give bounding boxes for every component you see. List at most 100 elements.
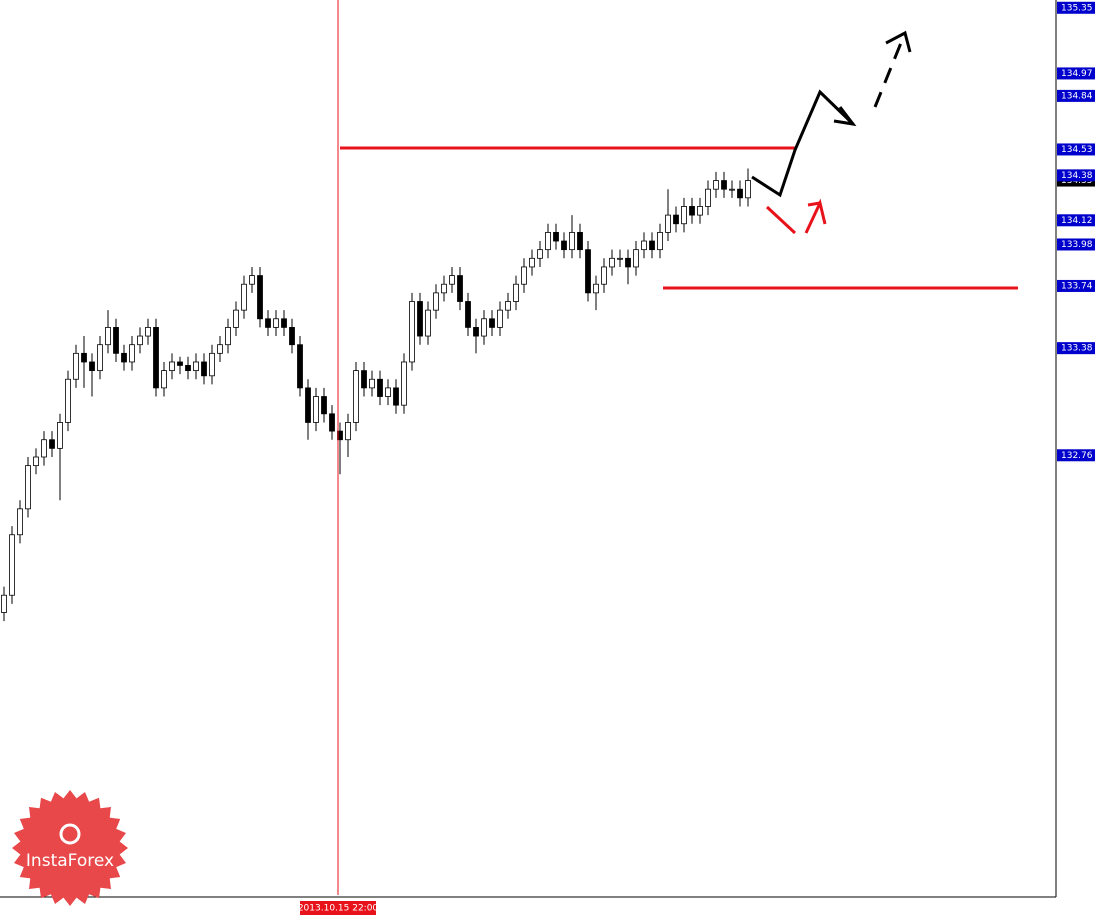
logo-icon — [59, 823, 81, 845]
level-label: 134.84 — [1061, 91, 1093, 101]
candle-body — [249, 275, 255, 285]
level-label: 134.97 — [1061, 69, 1093, 79]
logo: InstaForex — [12, 790, 128, 906]
candle-body — [553, 231, 559, 242]
candle-body — [505, 301, 511, 311]
candles — [1, 168, 751, 622]
candle-body — [185, 365, 191, 372]
candle-body — [145, 327, 151, 337]
candle-body — [161, 370, 167, 389]
candle-body — [713, 180, 719, 190]
level-label-box — [1057, 169, 1095, 182]
candle-body — [609, 257, 615, 268]
candle-body — [273, 318, 279, 328]
candle-body — [705, 188, 711, 207]
candle-body — [105, 327, 111, 346]
candle-body — [241, 283, 247, 311]
candle-body — [513, 283, 519, 302]
cursor: 2013.10.15 22:00 — [298, 0, 378, 915]
forecast-arrow — [751, 89, 855, 198]
candle-body — [521, 266, 527, 285]
candle-body — [9, 534, 15, 596]
candle-body — [57, 422, 63, 449]
candle-body — [169, 361, 175, 372]
level-label-box — [1057, 214, 1095, 227]
candle-body — [441, 283, 447, 294]
candle-body — [225, 327, 231, 346]
level-label: 133.38 — [1061, 344, 1093, 354]
candle-body — [1, 594, 7, 613]
candle-body — [529, 257, 535, 268]
candle-body — [737, 188, 743, 199]
candle-body — [689, 206, 695, 216]
candle-body — [297, 344, 303, 389]
candle-body — [681, 206, 687, 225]
arrow-head — [885, 30, 912, 53]
level-label: 134.12 — [1061, 216, 1093, 226]
candle-body — [497, 309, 503, 328]
candle-body — [601, 266, 607, 285]
annotations — [340, 30, 1018, 290]
candle-body — [201, 361, 207, 377]
level-label-box — [1057, 67, 1095, 80]
candle-body — [73, 352, 79, 380]
candle-body — [729, 188, 735, 191]
candle-body — [49, 439, 55, 449]
candle-body — [401, 361, 407, 406]
candle-body — [393, 387, 399, 406]
candle-body — [265, 318, 271, 328]
candle-body — [537, 249, 543, 259]
candle-body — [209, 352, 215, 377]
level-label-box — [1057, 238, 1095, 251]
candle-body — [25, 465, 31, 510]
candle-body — [657, 231, 663, 251]
candle-body — [33, 456, 39, 467]
candle-body — [625, 257, 631, 268]
level-label: 135.35 — [1061, 3, 1093, 13]
candle-body — [345, 422, 351, 441]
candle-body — [633, 249, 639, 268]
level-label: 134.38 — [1061, 171, 1093, 181]
candle-body — [313, 396, 319, 423]
level-label-box — [1057, 143, 1095, 156]
candle-body — [721, 180, 727, 190]
candle-body — [409, 301, 415, 363]
candle-body — [121, 352, 127, 363]
candle-body — [641, 240, 647, 251]
cursor-box — [300, 901, 376, 915]
candle-body — [449, 275, 455, 285]
level-label: 133.98 — [1061, 240, 1093, 250]
level-label: 132.76 — [1061, 451, 1093, 461]
candle-body — [465, 301, 471, 328]
candle-body — [433, 292, 439, 311]
level-label: 134.53 — [1061, 145, 1093, 155]
candle-body — [81, 352, 87, 363]
y-axis-labels: 134.35135.35134.97134.84134.53134.38134.… — [1057, 1, 1095, 462]
candle-body — [673, 214, 679, 225]
level-label-box — [1057, 342, 1095, 355]
candle-body — [129, 344, 135, 363]
candle-body — [41, 439, 47, 458]
candle-body — [697, 206, 703, 216]
forecast-dashed — [873, 32, 907, 108]
level-label: 133.74 — [1061, 281, 1093, 291]
candle-body — [417, 301, 423, 337]
level-label-box — [1057, 449, 1095, 462]
arrow-head — [807, 201, 821, 207]
candle-body — [585, 249, 591, 294]
candle-body — [97, 344, 103, 372]
candle-body — [489, 318, 495, 328]
candle-body — [65, 378, 71, 423]
candle-body — [233, 309, 239, 328]
candle-body — [305, 387, 311, 423]
candle-body — [385, 387, 391, 397]
candle-body — [361, 370, 367, 389]
candle-body — [545, 231, 551, 251]
candle-body — [89, 361, 95, 372]
arrow-head — [833, 106, 857, 127]
candle-body — [353, 370, 359, 423]
candle-body — [321, 396, 327, 415]
candle-body — [473, 327, 479, 337]
